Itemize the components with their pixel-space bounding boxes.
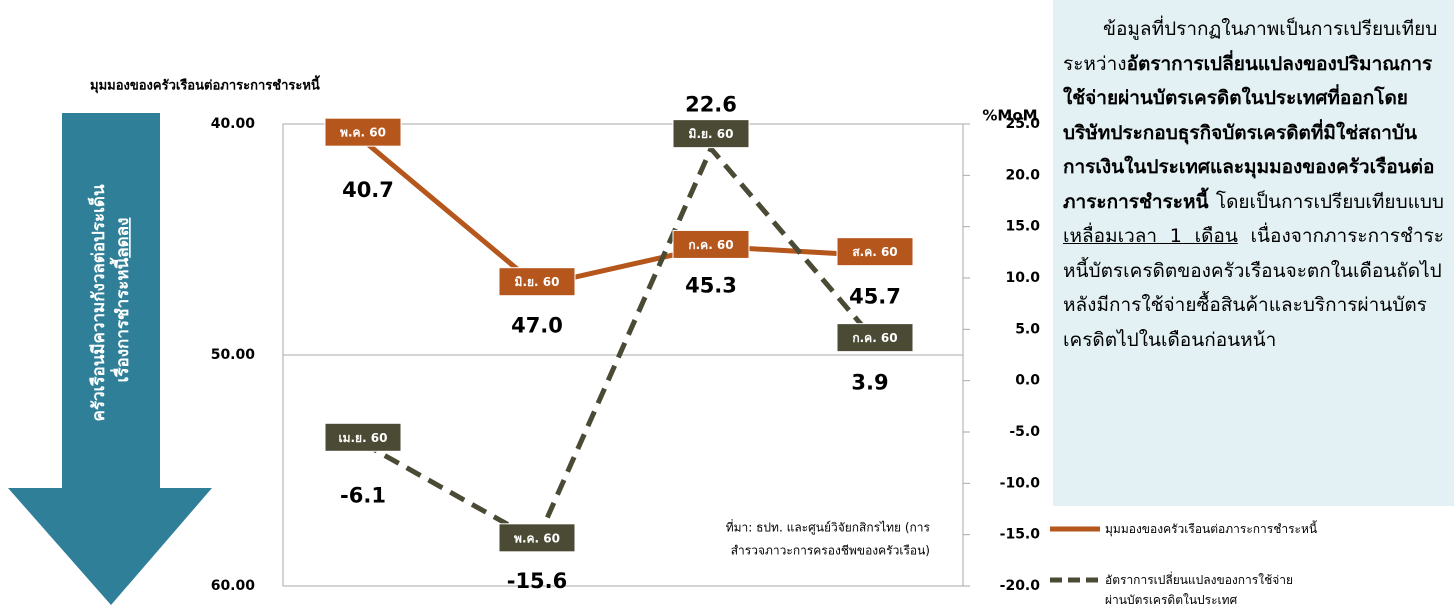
- y2-tick-label: -5.0: [1009, 424, 1040, 440]
- y2-tick-label: 20.0: [1005, 167, 1040, 183]
- y-axis-title: มุมมองของครัวเรือนต่อภาระการชำระหนี้: [90, 75, 320, 94]
- series-line: [361, 143, 877, 545]
- point-label: ก.ค. 60: [688, 238, 733, 252]
- series-line: [361, 138, 876, 289]
- point-label: เม.ย. 60: [338, 431, 387, 445]
- y2-tick-label: 25.0: [1005, 116, 1040, 132]
- value-label: 45.7: [849, 285, 901, 309]
- note-text: เหลื่อมเวลา 1 เดือน: [1063, 225, 1238, 247]
- note-text: เนื่องจากภาระการชำระหนี้บัตรเครดิตของครั…: [1063, 225, 1444, 351]
- note-box: ข้อมูลที่ปรากฏในภาพเป็นการเปรียบเทียบระห…: [1053, 0, 1454, 506]
- point-label-box: [672, 229, 750, 259]
- point-label: ก.ค. 60: [852, 331, 897, 345]
- point-label-box: [672, 119, 750, 149]
- y2-tick-label: -15.0: [1000, 527, 1041, 543]
- arrow-line2b: ลดลง: [113, 218, 133, 258]
- note-text: ข้อมูลที่ปรากฏในภาพเป็นการเปรียบเทียบระห…: [1063, 18, 1438, 75]
- value-label: -15.6: [507, 569, 568, 593]
- arrow-label: ครัวเรือนมีความกังวลต่อประเด็น เรื่องการ…: [86, 179, 133, 422]
- value-label: 3.9: [851, 371, 888, 395]
- y2-tick-label: 15.0: [1005, 219, 1040, 235]
- point-label: มิ.ย. 60: [515, 275, 560, 289]
- arrow-line2: เรื่องการชำระหนี้ลดลง: [109, 218, 133, 383]
- y2-tick-label: 0.0: [1015, 373, 1040, 389]
- point-label-box: [498, 267, 576, 297]
- arrow-line2a: เรื่องการชำระหนี้: [109, 257, 133, 382]
- plot-layer: 40.00 50.00 60.00 25.0 20.0 15.0 10.0 5.0 0.0 -5.…: [211, 93, 1041, 594]
- point-label: มิ.ย. 60: [689, 127, 734, 141]
- arrow-line1: ครัวเรือนมีความกังวลต่อประเด็น: [86, 184, 109, 421]
- chart: ครัวเรือนมีความกังวลต่อประเด็น เรื่องการ…: [8, 75, 1041, 605]
- point-label-box: [324, 422, 402, 452]
- point-label-box: [836, 323, 914, 353]
- y2-tick-label: -10.0: [1000, 475, 1041, 491]
- point-label: พ.ค. 60: [340, 126, 386, 140]
- value-label: 45.3: [685, 273, 737, 297]
- y-tick-label: 60.00: [211, 578, 256, 594]
- y-tick-label: 50.00: [211, 347, 256, 363]
- y2-tick-label: -20.0: [1000, 578, 1041, 594]
- arrow: [8, 113, 212, 605]
- value-label: 47.0: [511, 314, 563, 338]
- point-label-box: [498, 523, 576, 553]
- y-tick-label: 40.00: [211, 116, 256, 132]
- note-text: อัตราการเปลี่ยนแปลงของปริมาณการใช้จ่ายผ่…: [1063, 52, 1435, 213]
- point-label: ส.ค. 60: [852, 245, 897, 259]
- y2-tick-label: 5.0: [1015, 321, 1040, 337]
- y2-axis-title: %MoM: [982, 107, 1037, 125]
- point-label-box: [324, 117, 402, 147]
- value-label: -6.1: [340, 483, 386, 507]
- point-label: พ.ค. 60: [514, 531, 560, 545]
- point-label-box: [836, 237, 914, 267]
- source-line1: ที่มา: ธปท. และศูนย์วิจัยกสิกรไทย (การ: [726, 519, 931, 536]
- legend-label: อัตราการเปลี่ยนแปลงของการใช้จ่ายผ่านบัตร…: [1105, 573, 1294, 607]
- y2-tick-label: 10.0: [1005, 270, 1040, 286]
- value-label: 22.6: [685, 93, 737, 117]
- note-text: โดยเป็นการเปรียบเทียบแบบ: [1208, 190, 1444, 213]
- source-line2: สำรวจภาวะการครองชีพของครัวเรือน): [731, 544, 930, 558]
- value-label: 40.7: [342, 178, 394, 202]
- legend-label: มุมมองของครัวเรือนต่อภาระการชำระหนี้: [1105, 522, 1318, 536]
